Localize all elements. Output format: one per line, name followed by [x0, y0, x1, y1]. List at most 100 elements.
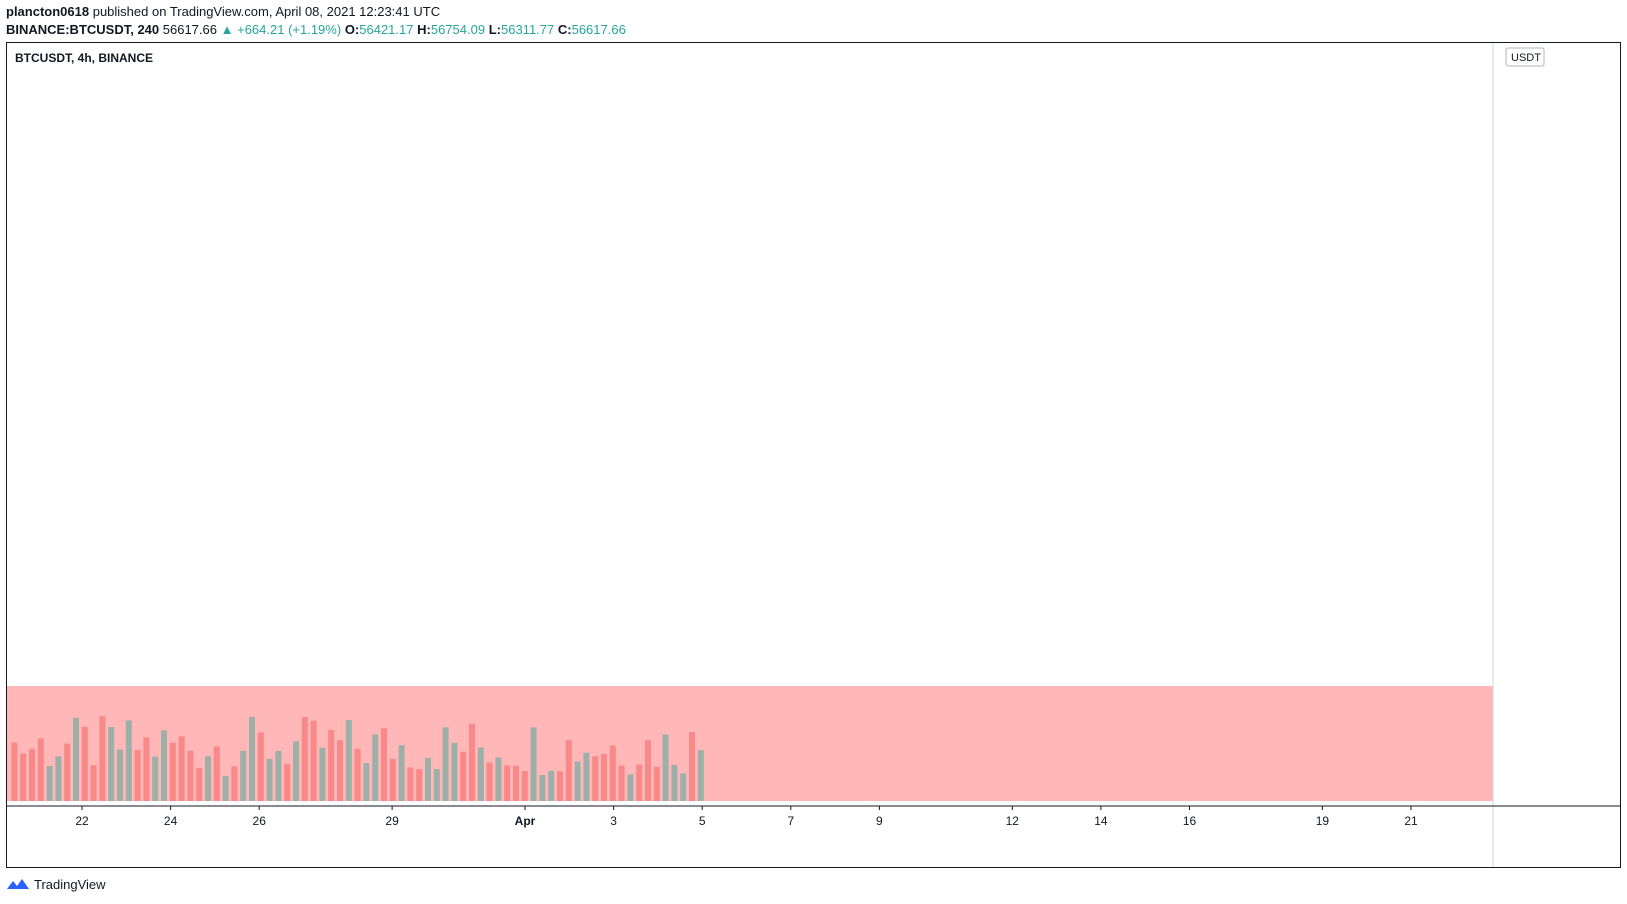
time-tick-label: 22: [75, 814, 89, 828]
candle: [29, 748, 35, 801]
candle: [152, 756, 159, 801]
candle: [697, 750, 704, 801]
candle: [196, 767, 203, 801]
ohlc-info: BINANCE:BTCUSDT, 240 56617.66 ▲ +664.21 …: [6, 22, 626, 37]
candle: [284, 763, 291, 801]
candle: [565, 740, 572, 801]
volume-bar: [530, 727, 537, 801]
time-tick-label: 29: [385, 814, 399, 828]
volume-bar: [433, 769, 440, 801]
volume-bar: [64, 743, 71, 801]
time-tick-label: 24: [164, 814, 178, 828]
candle: [125, 720, 132, 801]
volume-bar: [425, 757, 431, 801]
open-value: 56421.17: [359, 22, 414, 37]
candlestick-chart[interactable]: 6100060500600005950059000585005800057500…: [7, 43, 1620, 867]
volume-bar: [653, 766, 660, 801]
candle: [90, 765, 97, 801]
volume-bar: [645, 740, 651, 801]
volume-bar: [662, 734, 669, 801]
volume-bar: [539, 774, 546, 801]
candle: [460, 751, 467, 801]
candle: [372, 734, 379, 801]
candle: [134, 749, 141, 801]
candle: [486, 762, 493, 801]
candle: [169, 742, 176, 801]
candle: [275, 750, 282, 801]
candle: [81, 726, 88, 801]
candle: [469, 723, 475, 801]
volume-bar: [284, 763, 291, 801]
candle: [539, 774, 546, 801]
candle: [583, 752, 590, 801]
volume-bar: [275, 750, 282, 801]
time-tick-label: 3: [610, 814, 617, 828]
volume-bar: [689, 731, 695, 801]
candle: [73, 717, 79, 801]
volume-bar: [504, 765, 511, 801]
candle: [548, 770, 555, 801]
volume-bar: [671, 764, 678, 801]
candle: [618, 765, 625, 801]
volume-bar: [398, 745, 405, 801]
candle: [337, 740, 343, 801]
candle: [425, 757, 431, 801]
candle: [609, 745, 616, 801]
volume-bar: [169, 742, 176, 801]
candle: [345, 719, 352, 801]
candle: [689, 731, 695, 801]
time-tick-label: 14: [1094, 814, 1108, 828]
volume-bar: [636, 764, 643, 801]
candle: [416, 769, 423, 801]
candle: [266, 758, 273, 801]
volume-bar: [301, 717, 308, 801]
time-tick-label: 12: [1006, 814, 1020, 828]
volume-bar: [108, 727, 115, 801]
volume-bar: [196, 767, 203, 801]
candle: [671, 764, 678, 801]
volume-bar: [513, 765, 519, 801]
candle: [46, 766, 53, 801]
volume-bar: [231, 766, 238, 801]
candle: [442, 727, 449, 801]
candle: [495, 757, 502, 801]
symbol-label: BINANCE:BTCUSDT, 240: [6, 22, 160, 37]
volume-bar: [574, 761, 581, 801]
last-price: 56617.66: [162, 22, 217, 37]
volume-bar: [680, 773, 687, 801]
candle: [653, 766, 660, 801]
candle: [407, 767, 414, 801]
volume-bar: [213, 746, 220, 801]
time-tick-label: 21: [1404, 814, 1418, 828]
candle: [249, 716, 255, 801]
time-tick-label: 9: [876, 814, 883, 828]
candle: [328, 729, 335, 801]
volume-bar: [609, 745, 616, 801]
volume-bar: [460, 751, 467, 801]
candle: [451, 742, 458, 801]
volume-bar: [152, 756, 159, 801]
candle: [37, 738, 44, 801]
volume-bar: [205, 756, 211, 801]
candle: [433, 769, 440, 801]
volume-bar: [257, 732, 264, 801]
low-label: L:: [488, 22, 501, 37]
candle: [557, 771, 563, 801]
candle: [398, 745, 405, 801]
close-label: C:: [557, 22, 572, 37]
candle: [363, 763, 370, 801]
volume-bar: [407, 767, 414, 801]
candle: [222, 775, 229, 801]
candle: [513, 765, 519, 801]
currency-label: USDT: [1511, 52, 1541, 64]
open-label: O:: [344, 22, 360, 37]
price-change: ▲ +664.21 (+1.19%): [220, 22, 342, 37]
volume-bar: [469, 723, 475, 801]
volume-bar: [178, 736, 185, 801]
author-name[interactable]: plancton0618: [6, 4, 90, 19]
candle: [389, 759, 396, 801]
candle: [187, 750, 194, 801]
candle: [99, 716, 106, 801]
candle: [530, 727, 537, 801]
tradingview-label[interactable]: TradingView: [34, 876, 106, 892]
